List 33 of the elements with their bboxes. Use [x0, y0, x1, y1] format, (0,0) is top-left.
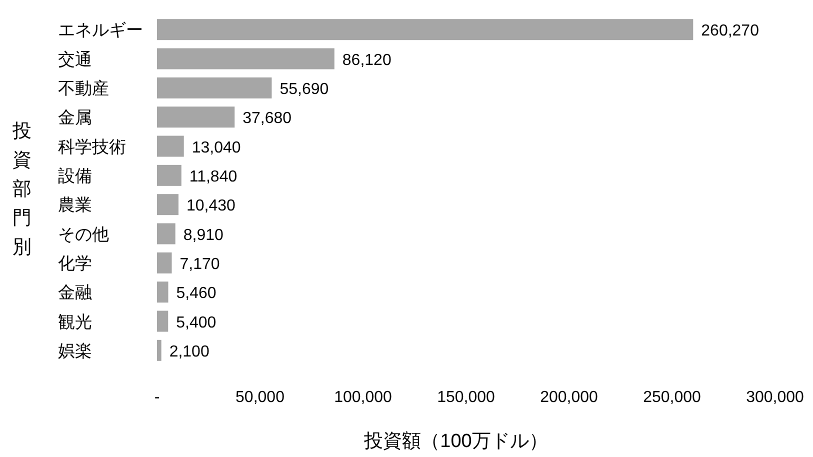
x-tick-label: 250,000	[643, 389, 702, 406]
y-tick-label: 不動産	[58, 78, 109, 98]
data-label: 2,100	[169, 343, 210, 360]
y-tick-label: 娯楽	[58, 341, 92, 360]
data-label: 7,170	[180, 256, 220, 273]
data-label: 13,040	[192, 139, 241, 156]
x-tick-label: 200,000	[540, 389, 598, 406]
y-tick-label: 設備	[58, 166, 92, 186]
x-axis-title: 投資額（100万ドル）	[363, 431, 548, 452]
y-tick-label: 観光	[58, 312, 92, 332]
data-label: 86,120	[342, 52, 392, 69]
x-tick-label: -	[154, 389, 160, 406]
y-tick-label: 農業	[58, 196, 92, 215]
y-tick-label: その他	[58, 224, 109, 244]
x-tick-label: 50,000	[236, 389, 285, 406]
y-tick-label: 科学技術	[58, 137, 126, 156]
y-tick-label: 金融	[58, 283, 92, 302]
y-tick-label: エネルギー	[58, 20, 143, 40]
y-tick-label: 交通	[58, 50, 92, 69]
data-label: 55,690	[280, 80, 329, 98]
data-label: 5,400	[176, 314, 216, 332]
data-label: 11,840	[189, 168, 238, 186]
y-tick-label: 化学	[58, 254, 92, 273]
x-tick-label: 300,000	[746, 389, 804, 406]
data-label: 260,270	[701, 22, 760, 40]
x-tick-label: 100,000	[334, 389, 392, 406]
x-tick-label: 150,000	[437, 389, 496, 406]
data-label: 10,430	[186, 198, 236, 215]
data-label: 8,910	[183, 226, 224, 244]
y-tick-label: 金属	[58, 108, 92, 128]
data-label: 5,460	[176, 285, 216, 302]
y-axis-title: 投資部門別	[12, 121, 32, 258]
data-label: 37,680	[242, 110, 292, 128]
